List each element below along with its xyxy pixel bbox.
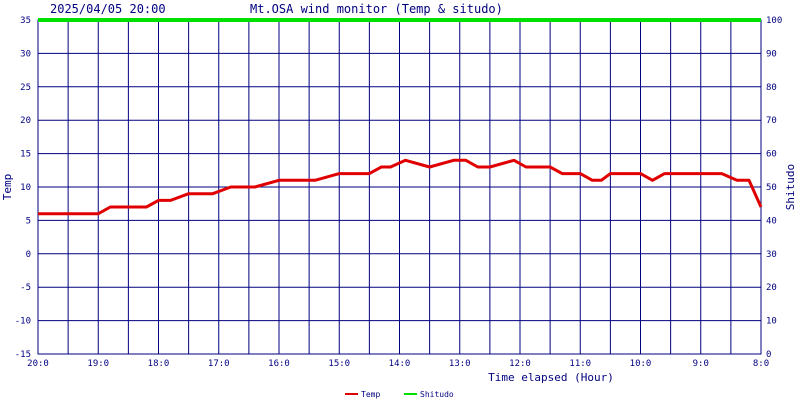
series-lines (38, 18, 763, 216)
legend-label-shitudo: Shitudo (420, 390, 454, 399)
x-axis-label: Time elapsed (Hour) (488, 371, 614, 384)
x-tick-label: 15:0 (328, 359, 350, 369)
y-tick-label-right: 30 (766, 250, 777, 260)
grid (37, 19, 762, 355)
y-tick-label-left: 5 (26, 216, 31, 226)
x-tick-label: 20:0 (27, 359, 49, 369)
y-tick-label-right: 80 (766, 83, 777, 93)
y-tick-label-left: 10 (20, 183, 31, 193)
x-tick-label: 13:0 (449, 359, 471, 369)
y-axis-label-left: Temp (1, 174, 14, 201)
y-tick-label-left: -5 (20, 283, 31, 293)
y-tick-label-right: 70 (766, 116, 777, 126)
y-axis-label-right: Shitudo (784, 164, 797, 210)
y-tick-label-right: 50 (766, 183, 777, 193)
x-tick-label: 8:0 (753, 359, 769, 369)
y-tick-label-right: 0 (766, 350, 771, 360)
y-tick-label-left: 35 (20, 16, 31, 26)
y-tick-label-left: 20 (20, 116, 31, 126)
y-tick-label-right: 20 (766, 283, 777, 293)
x-tick-label: 10:0 (630, 359, 652, 369)
y-tick-label-left: 25 (20, 83, 31, 93)
x-tick-label: 11:0 (569, 359, 591, 369)
y-tick-label-left: 0 (26, 250, 31, 260)
y-tick-label-left: 30 (20, 49, 31, 59)
x-tick-label: 9:0 (693, 359, 709, 369)
y-tick-label-right: 90 (766, 49, 777, 59)
legend: Temp Shitudo (345, 390, 454, 399)
x-tick-label: 19:0 (87, 359, 109, 369)
y-tick-label-right: 10 (766, 317, 777, 327)
y-tick-label-left: -10 (15, 317, 31, 327)
x-tick-label: 12:0 (509, 359, 531, 369)
header-datetime: 2025/04/05 20:00 (50, 2, 166, 16)
x-tick-label: 18:0 (148, 359, 170, 369)
y-tick-label-right: 60 (766, 150, 777, 160)
legend-label-temp: Temp (361, 390, 380, 399)
y-tick-label-right: 40 (766, 216, 777, 226)
x-tick-label: 14:0 (389, 359, 411, 369)
y-tick-label-left: -15 (15, 350, 31, 360)
series-line-temp (38, 158, 763, 216)
chart-title: Mt.OSA wind monitor (Temp & situdo) (250, 2, 503, 16)
x-tick-label: 17:0 (208, 359, 230, 369)
y-tick-label-right: 100 (766, 16, 782, 26)
y-tick-label-left: 15 (20, 150, 31, 160)
x-tick-label: 16:0 (268, 359, 290, 369)
